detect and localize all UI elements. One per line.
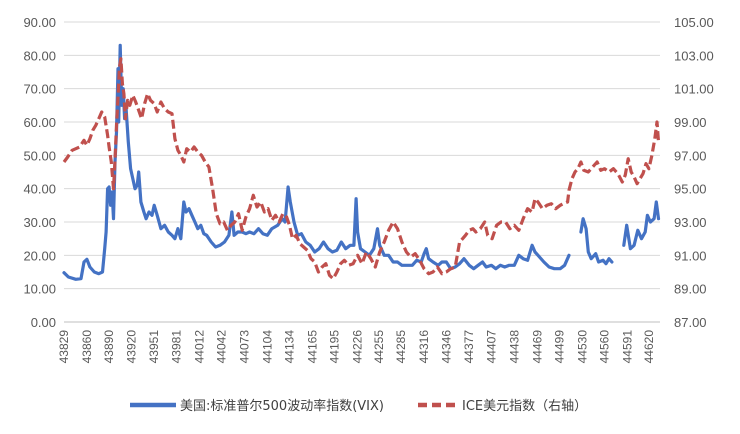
- x-tick-label: 44560: [598, 330, 612, 364]
- left-y-tick-label: 90.00: [23, 15, 56, 30]
- legend: 美国:标准普尔500波动率指数(VIX) ICE美元指数（右轴）: [130, 398, 587, 414]
- x-tick-label: 44073: [237, 330, 251, 364]
- x-tick-label: 44165: [305, 330, 319, 364]
- left-y-tick-label: 80.00: [23, 48, 56, 63]
- x-tick-label: 44530: [575, 330, 589, 364]
- series-layer: [62, 43, 661, 281]
- x-tick-label: 43920: [124, 330, 138, 364]
- right-y-tick-label: 99.00: [674, 115, 707, 130]
- left-y-tick-label: 0.00: [31, 315, 56, 330]
- left-y-tick-label: 50.00: [23, 148, 56, 163]
- x-tick-label: 43951: [147, 330, 161, 364]
- x-tick-label: 44134: [283, 330, 297, 364]
- series-line: [579, 217, 614, 266]
- x-tick-label: 44316: [417, 330, 431, 364]
- series-vix: [62, 43, 661, 281]
- right-y-tick-label: 97.00: [674, 148, 707, 163]
- legend-label-vix: 美国:标准普尔500波动率指数(VIX): [180, 398, 384, 414]
- series-line: [622, 200, 661, 251]
- x-axis: 43829 43860 43890 43920 43951 43981 44012 44042…: [57, 321, 660, 364]
- x-tick-label: 44346: [439, 330, 453, 364]
- x-tick-label: 43890: [102, 330, 116, 364]
- x-tick-label: 44469: [530, 330, 544, 364]
- left-y-tick-label: 30.00: [23, 215, 56, 230]
- right-y-tick-label: 95.00: [674, 182, 707, 197]
- x-tick-label: 43981: [169, 330, 183, 364]
- x-tick-label: 44012: [192, 330, 206, 364]
- x-tick-label: 44438: [507, 330, 521, 364]
- x-tick-label: 44285: [394, 330, 408, 364]
- left-y-tick-label: 60.00: [23, 115, 56, 130]
- x-tick-label: 44407: [484, 330, 498, 364]
- right-y-tick-label: 87.00: [674, 315, 707, 330]
- gridlines: [64, 21, 660, 323]
- x-tick-label: 44591: [620, 330, 634, 364]
- series-line: [62, 57, 661, 281]
- x-tick-label: 44620: [642, 330, 656, 364]
- right-y-tick-label: 103.00: [674, 48, 714, 63]
- x-tick-label: 43829: [57, 330, 71, 364]
- right-y-axis: 87.00 89.00 91.00 93.00 95.00 97.00 99.00 101.0…: [674, 15, 714, 330]
- series-line: [62, 43, 571, 281]
- left-y-tick-label: 20.00: [23, 248, 56, 263]
- x-tick-label: 44195: [328, 330, 342, 364]
- right-y-tick-label: 101.00: [674, 82, 714, 97]
- right-y-tick-label: 93.00: [674, 215, 707, 230]
- left-y-tick-label: 40.00: [23, 182, 56, 197]
- legend-label-usd-index: ICE美元指数（右轴）: [462, 399, 587, 414]
- left-y-tick-label: 10.00: [23, 282, 56, 297]
- x-tick-label: 44104: [260, 330, 274, 364]
- right-y-tick-label: 91.00: [674, 248, 707, 263]
- x-tick-label: 43860: [80, 330, 94, 364]
- x-tick-label: 44499: [552, 330, 566, 364]
- x-tick-label: 44377: [462, 330, 476, 364]
- x-tick-label: 44042: [215, 330, 229, 364]
- x-tick-label: 44226: [351, 330, 365, 364]
- series-usd-index: [62, 57, 661, 281]
- x-tick-label: 44255: [372, 330, 386, 364]
- right-y-tick-label: 89.00: [674, 282, 707, 297]
- left-y-tick-label: 70.00: [23, 82, 56, 97]
- right-y-tick-label: 105.00: [674, 15, 714, 30]
- left-y-axis: 0.00 10.00 20.00 30.00 40.00 50.00 60.00 70.00 8…: [23, 15, 56, 330]
